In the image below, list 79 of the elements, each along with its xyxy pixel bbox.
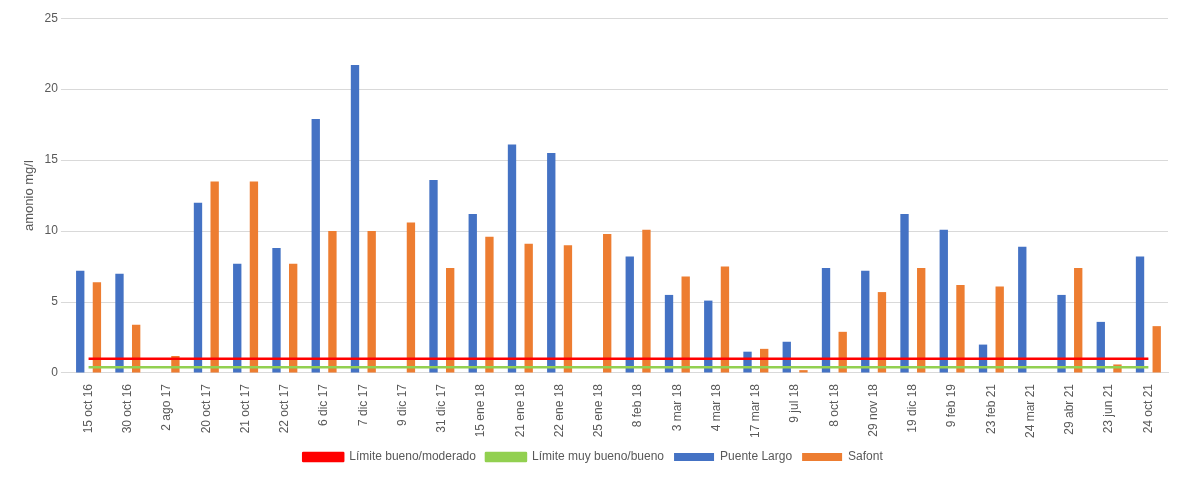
x-tick-label: 8 feb 18 [630, 383, 645, 428]
bar [193, 202, 203, 373]
x-tick-label: 23 feb 21 [983, 383, 998, 435]
bar [900, 214, 909, 373]
bar [956, 284, 965, 373]
y-tick-label: 5 [51, 294, 59, 309]
bar [563, 245, 573, 373]
x-tick-label: 21 oct 17 [237, 383, 252, 434]
bar [367, 231, 376, 373]
x-tick-label: 29 abr 21 [1062, 383, 1077, 435]
y-tick-label: 15 [44, 152, 59, 167]
bar [249, 181, 259, 373]
bar [115, 273, 124, 373]
bar [681, 276, 690, 373]
bar [311, 118, 320, 373]
x-tick-label: 31 dic 17 [434, 383, 449, 433]
bar [328, 231, 337, 373]
bar [995, 286, 1004, 373]
x-tick-label: 9 jul 18 [787, 383, 802, 423]
bar [233, 263, 242, 373]
x-tick-label: 9 dic 17 [394, 383, 409, 426]
bar [1135, 256, 1145, 373]
bar [92, 282, 102, 373]
x-tick-label: 30 oct 16 [120, 383, 135, 434]
y-tick-label: 25 [44, 10, 59, 25]
x-tick-label: 19 dic 18 [905, 383, 920, 433]
bar [485, 236, 494, 373]
bar [1018, 246, 1027, 373]
bar [603, 233, 612, 373]
x-tick-label: 24 mar 21 [1022, 383, 1037, 438]
bar [468, 214, 477, 373]
legend-label: Safont [848, 449, 884, 464]
x-tick-label: 25 ene 18 [591, 383, 606, 438]
x-tick-label: 7 dic 17 [355, 383, 370, 426]
x-tick-label: 8 oct 18 [826, 383, 841, 427]
x-tick-label: 2 ago 17 [159, 383, 174, 431]
x-tick-label: 23 jun 21 [1101, 383, 1116, 434]
x-tick-label: 22 oct 17 [277, 383, 292, 434]
x-tick-label: 9 feb 19 [944, 383, 959, 428]
bar [720, 266, 730, 373]
y-tick-label: 10 [44, 223, 59, 238]
bar [1152, 326, 1161, 373]
bar [799, 370, 808, 373]
bar [350, 65, 360, 373]
bar [524, 243, 533, 373]
legend-label: Límite bueno/moderado [349, 449, 477, 464]
x-tick-label: 21 ene 18 [512, 383, 527, 438]
legend-label: Puente Largo [720, 449, 793, 464]
y-tick-label: 20 [44, 81, 59, 96]
legend-label: Límite muy bueno/bueno [531, 449, 665, 464]
bar [446, 267, 455, 373]
bar [547, 153, 556, 373]
y-axis-title: amonio mg/l [21, 160, 37, 231]
bar [1074, 267, 1083, 373]
x-tick-label: 6 dic 17 [316, 383, 331, 426]
bar [917, 267, 926, 373]
x-tick-label: 20 oct 17 [198, 383, 213, 434]
x-tick-label: 22 ene 18 [551, 383, 566, 438]
bar [821, 267, 831, 373]
y-tick-label: 0 [51, 365, 59, 380]
bar [429, 179, 438, 373]
x-tick-label: 29 nov 18 [865, 383, 880, 437]
x-tick-label: 24 oct 21 [1140, 383, 1155, 434]
x-tick-label: 15 oct 16 [80, 383, 95, 434]
bar [939, 229, 948, 373]
bar [289, 263, 298, 373]
x-tick-label: 17 mar 18 [748, 383, 763, 438]
bar [861, 270, 870, 373]
bar [507, 144, 517, 373]
x-tick-label: 3 mar 18 [669, 383, 684, 432]
bar [210, 181, 219, 373]
bar [272, 248, 281, 373]
bar [76, 270, 85, 373]
x-tick-label: 15 ene 18 [473, 383, 488, 438]
bar [1057, 294, 1066, 373]
bar [406, 222, 416, 373]
bar [642, 229, 651, 373]
x-tick-label: 4 mar 18 [708, 383, 723, 432]
bar [625, 256, 634, 373]
